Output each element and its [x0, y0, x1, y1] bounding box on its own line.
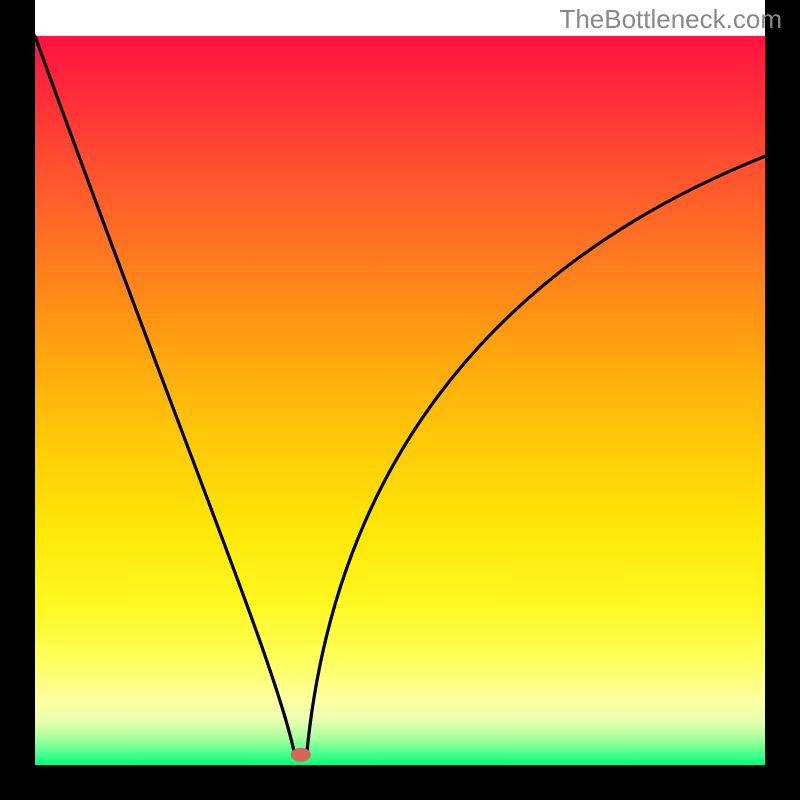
bottleneck-chart: [0, 0, 800, 800]
optimal-marker: [291, 748, 311, 762]
watermark-text: TheBottleneck.com: [559, 4, 782, 35]
plot-area: [35, 36, 765, 765]
chart-container: TheBottleneck.com: [0, 0, 800, 800]
